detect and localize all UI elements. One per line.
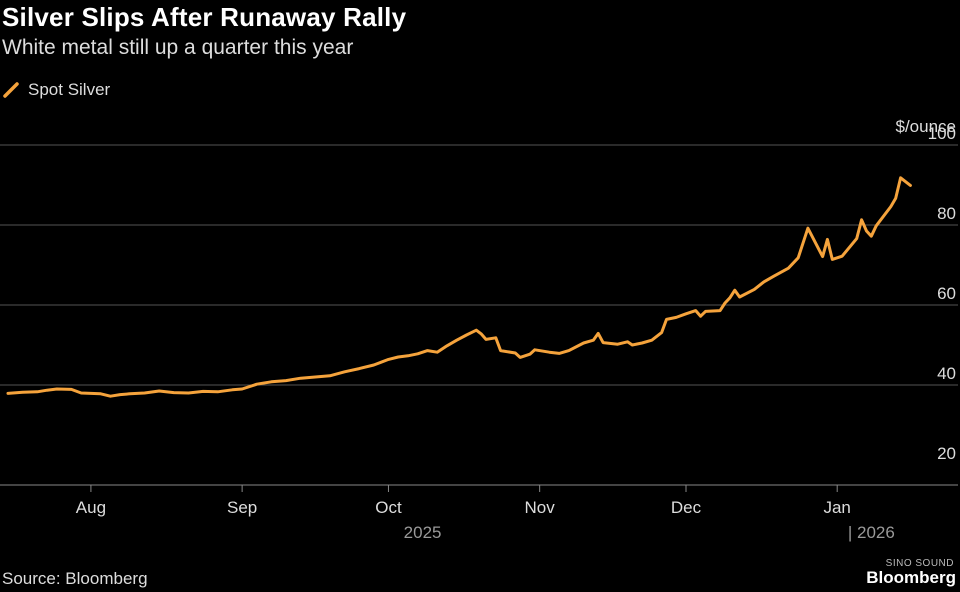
- x-tick-label-sep: Sep: [227, 498, 257, 517]
- x-tick-label-jan: Jan: [823, 498, 850, 517]
- legend-label: Spot Silver: [28, 80, 111, 99]
- x-tick-label-oct: Oct: [375, 498, 402, 517]
- y-tick-label-60: 60: [937, 284, 956, 303]
- legend: Spot Silver: [2, 80, 110, 100]
- y-tick-label-100: 100: [928, 124, 956, 143]
- x-tick-label-nov: Nov: [525, 498, 556, 517]
- series-line-spot-silver: [6, 176, 912, 398]
- x-tick-label-dec: Dec: [671, 498, 702, 517]
- year-label-2026: | 2026: [848, 523, 895, 542]
- y-tick-label-20: 20: [937, 444, 956, 463]
- x-tick-label-aug: Aug: [76, 498, 106, 517]
- source-note: Source: Bloomberg: [2, 569, 148, 588]
- legend-swatch-icon: [3, 82, 19, 98]
- chart-title: Silver Slips After Runaway Rally: [2, 2, 407, 32]
- y-tick-label-80: 80: [937, 204, 956, 223]
- watermark: SINO SOUND: [885, 558, 954, 569]
- y-axis-label: $/ounce: [896, 117, 957, 136]
- chart-subtitle: White metal still up a quarter this year: [2, 36, 354, 59]
- brand-logo: Bloomberg: [866, 568, 956, 587]
- y-tick-label-40: 40: [937, 364, 956, 383]
- year-label-2025: 2025: [404, 523, 442, 542]
